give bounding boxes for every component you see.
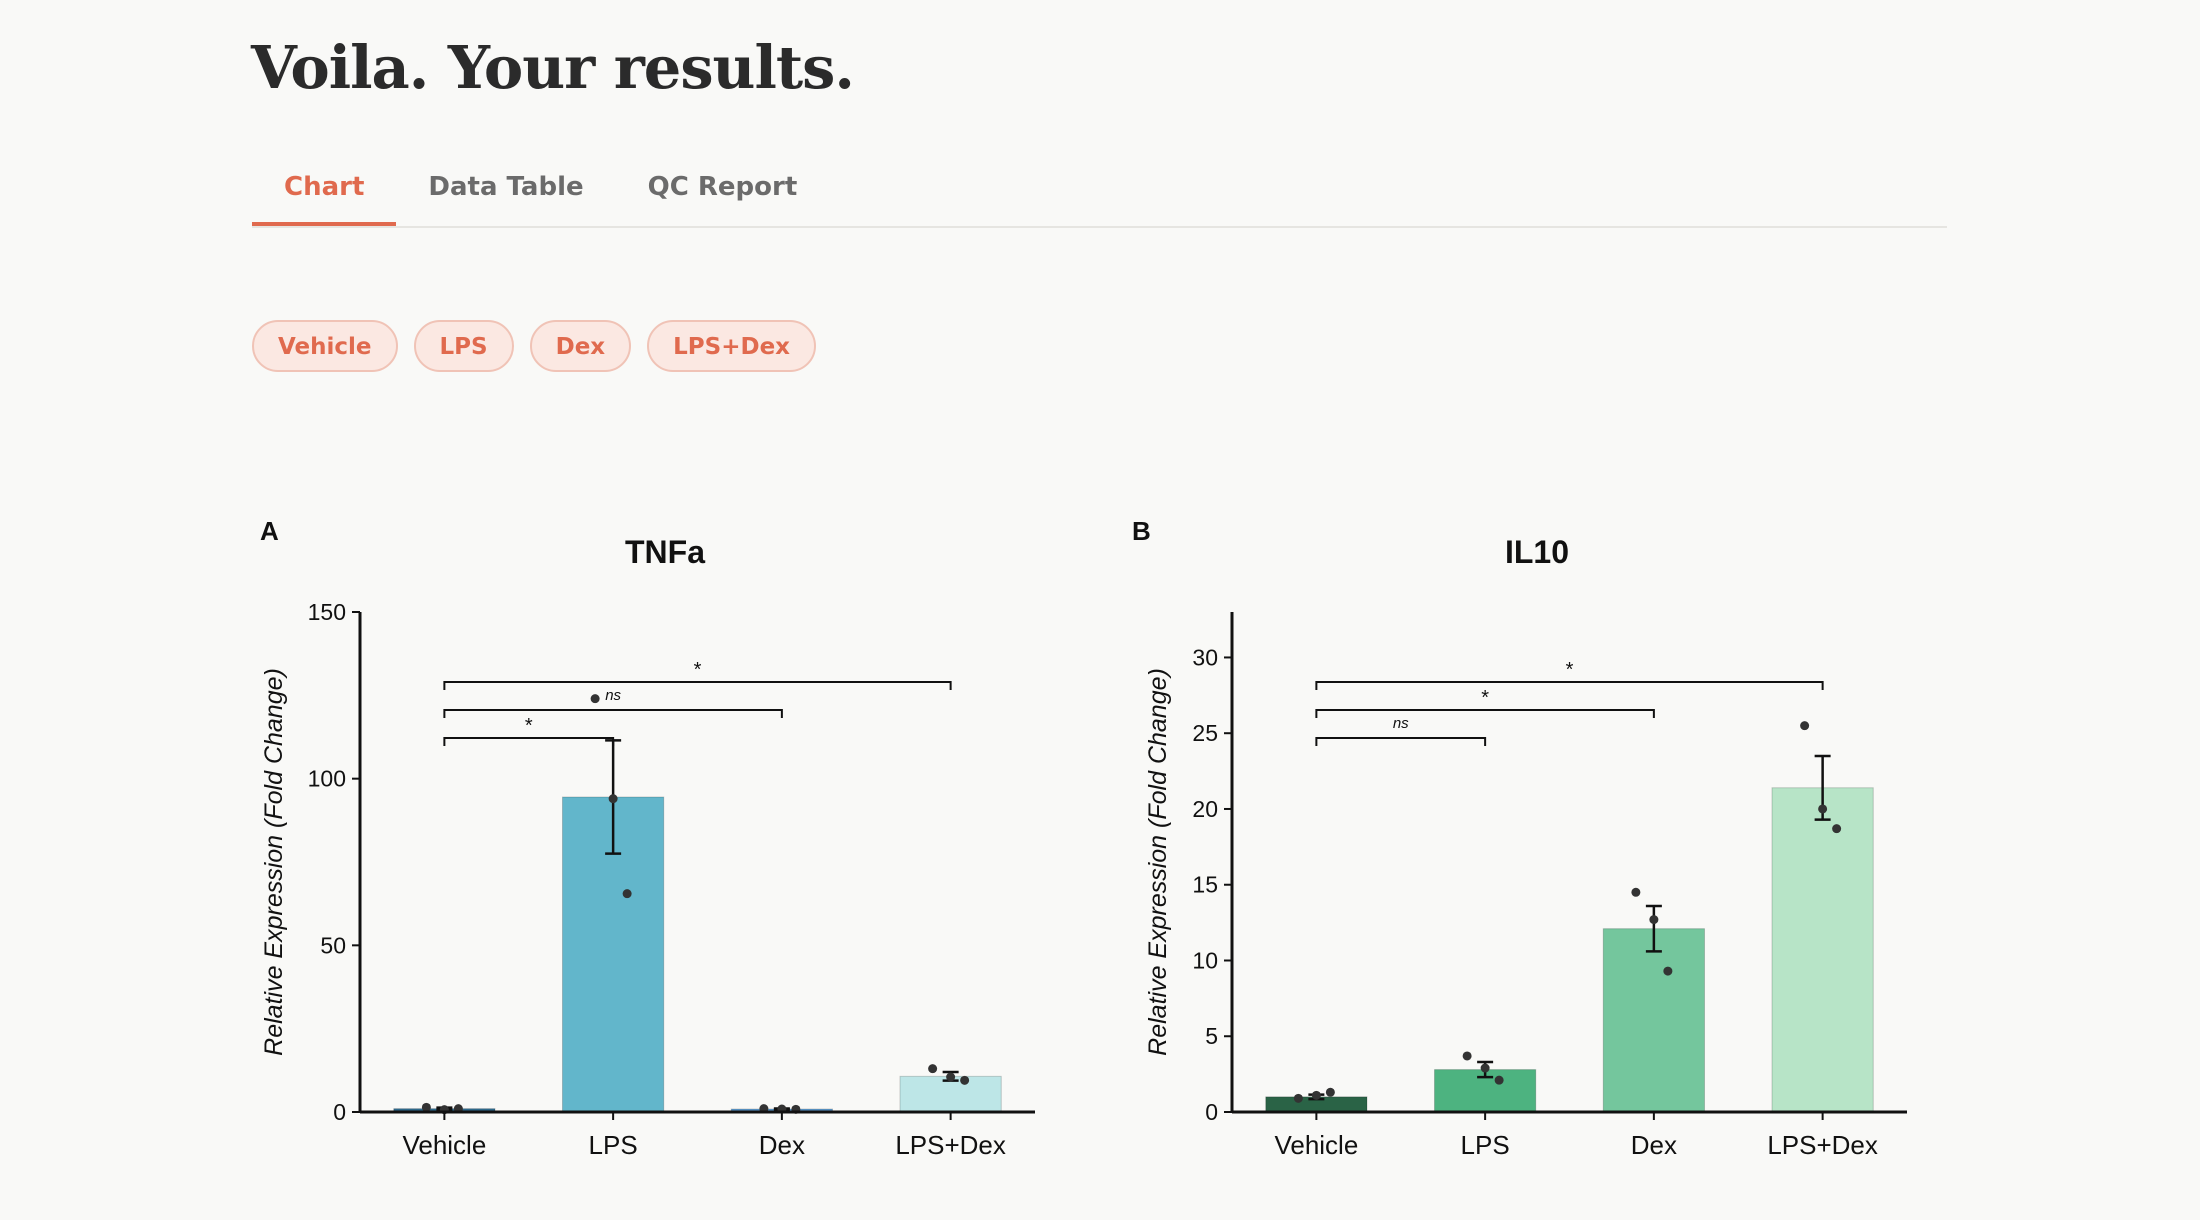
group-filter-chips: Vehicle LPS Dex LPS+Dex <box>252 320 817 372</box>
y-tick-label: 20 <box>1192 796 1218 822</box>
bar-lps-dex <box>899 1075 1002 1113</box>
filter-chip-dex[interactable]: Dex <box>529 320 632 372</box>
x-tick-label: LPS <box>1461 1130 1510 1160</box>
data-point <box>622 889 632 899</box>
y-tick-label: 5 <box>1205 1023 1218 1049</box>
significance-bracket <box>443 737 615 746</box>
significance-label: ns <box>605 687 621 704</box>
significance-bracket <box>1315 681 1824 690</box>
data-point <box>1800 721 1810 731</box>
y-tick-label: 30 <box>1192 644 1218 670</box>
data-point <box>946 1072 956 1082</box>
tab-bar: Chart Data Table QC Report <box>252 162 1947 228</box>
y-tick-label: 10 <box>1192 947 1218 973</box>
data-point <box>590 694 600 704</box>
y-tick-label: 15 <box>1192 872 1218 898</box>
error-bar <box>1645 904 1662 953</box>
bar-dex <box>1602 928 1705 1113</box>
significance-label: * <box>1566 659 1574 681</box>
significance-bracket <box>443 681 952 690</box>
y-tick-label: 50 <box>320 932 346 958</box>
x-tick-label: LPS+Dex <box>895 1130 1006 1160</box>
data-point <box>1649 915 1659 925</box>
y-tick-label: 0 <box>333 1099 346 1125</box>
tab-chart[interactable]: Chart <box>252 162 397 226</box>
chart-panel-a: A TNFa Relative Expression (Fold Change) 0 5… <box>260 516 1035 1160</box>
filter-chip-lps[interactable]: LPS <box>413 320 514 372</box>
chart-title: TNFa <box>625 534 705 570</box>
y-tick-label: 0 <box>1205 1099 1218 1125</box>
data-point <box>1631 887 1641 897</box>
x-tick-label: LPS+Dex <box>1767 1130 1878 1160</box>
y-tick-label: 25 <box>1192 720 1218 746</box>
data-point <box>1663 966 1673 976</box>
significance-bracket <box>443 709 783 718</box>
significance-label: * <box>525 715 533 737</box>
significance-label: * <box>1481 687 1489 709</box>
x-tick-label: Vehicle <box>1274 1130 1358 1160</box>
x-tick-label: Dex <box>759 1130 805 1160</box>
significance-bracket <box>1315 709 1655 718</box>
chart-panel-b: B IL10 Relative Expression (Fold Change) 0 5… <box>1132 516 1907 1160</box>
x-tick-label: Dex <box>1631 1130 1677 1160</box>
x-tick-label: LPS <box>589 1130 638 1160</box>
data-point <box>1462 1051 1472 1061</box>
data-point <box>608 794 618 804</box>
filter-chip-vehicle[interactable]: Vehicle <box>252 320 398 372</box>
significance-label: ns <box>1393 715 1409 732</box>
tab-qc-report[interactable]: QC Report <box>647 172 798 202</box>
data-point <box>1832 824 1842 834</box>
data-point <box>1311 1090 1321 1100</box>
tab-data-table[interactable]: Data Table <box>428 172 584 202</box>
chart-title: IL10 <box>1505 534 1569 570</box>
y-axis-label: Relative Expression (Fold Change) <box>260 668 288 1056</box>
data-point <box>1818 804 1828 814</box>
data-point <box>421 1102 431 1112</box>
y-tick-label: 150 <box>308 599 346 625</box>
significance-label: * <box>694 659 702 681</box>
panel-label: B <box>1132 516 1151 546</box>
y-axis-label: Relative Expression (Fold Change) <box>1144 668 1172 1056</box>
panel-label: A <box>260 516 279 546</box>
data-point <box>960 1075 970 1085</box>
data-point <box>928 1064 938 1074</box>
page-title: Voila. Your results. <box>251 33 855 102</box>
data-point <box>1325 1087 1335 1097</box>
data-point <box>1494 1075 1504 1085</box>
x-tick-label: Vehicle <box>402 1130 486 1160</box>
bar-lps-dex <box>1771 787 1874 1113</box>
y-tick-label: 100 <box>308 766 346 792</box>
filter-chip-lps-dex[interactable]: LPS+Dex <box>647 320 817 372</box>
data-point <box>1480 1063 1490 1073</box>
data-point <box>1293 1093 1303 1103</box>
significance-bracket <box>1315 737 1487 746</box>
